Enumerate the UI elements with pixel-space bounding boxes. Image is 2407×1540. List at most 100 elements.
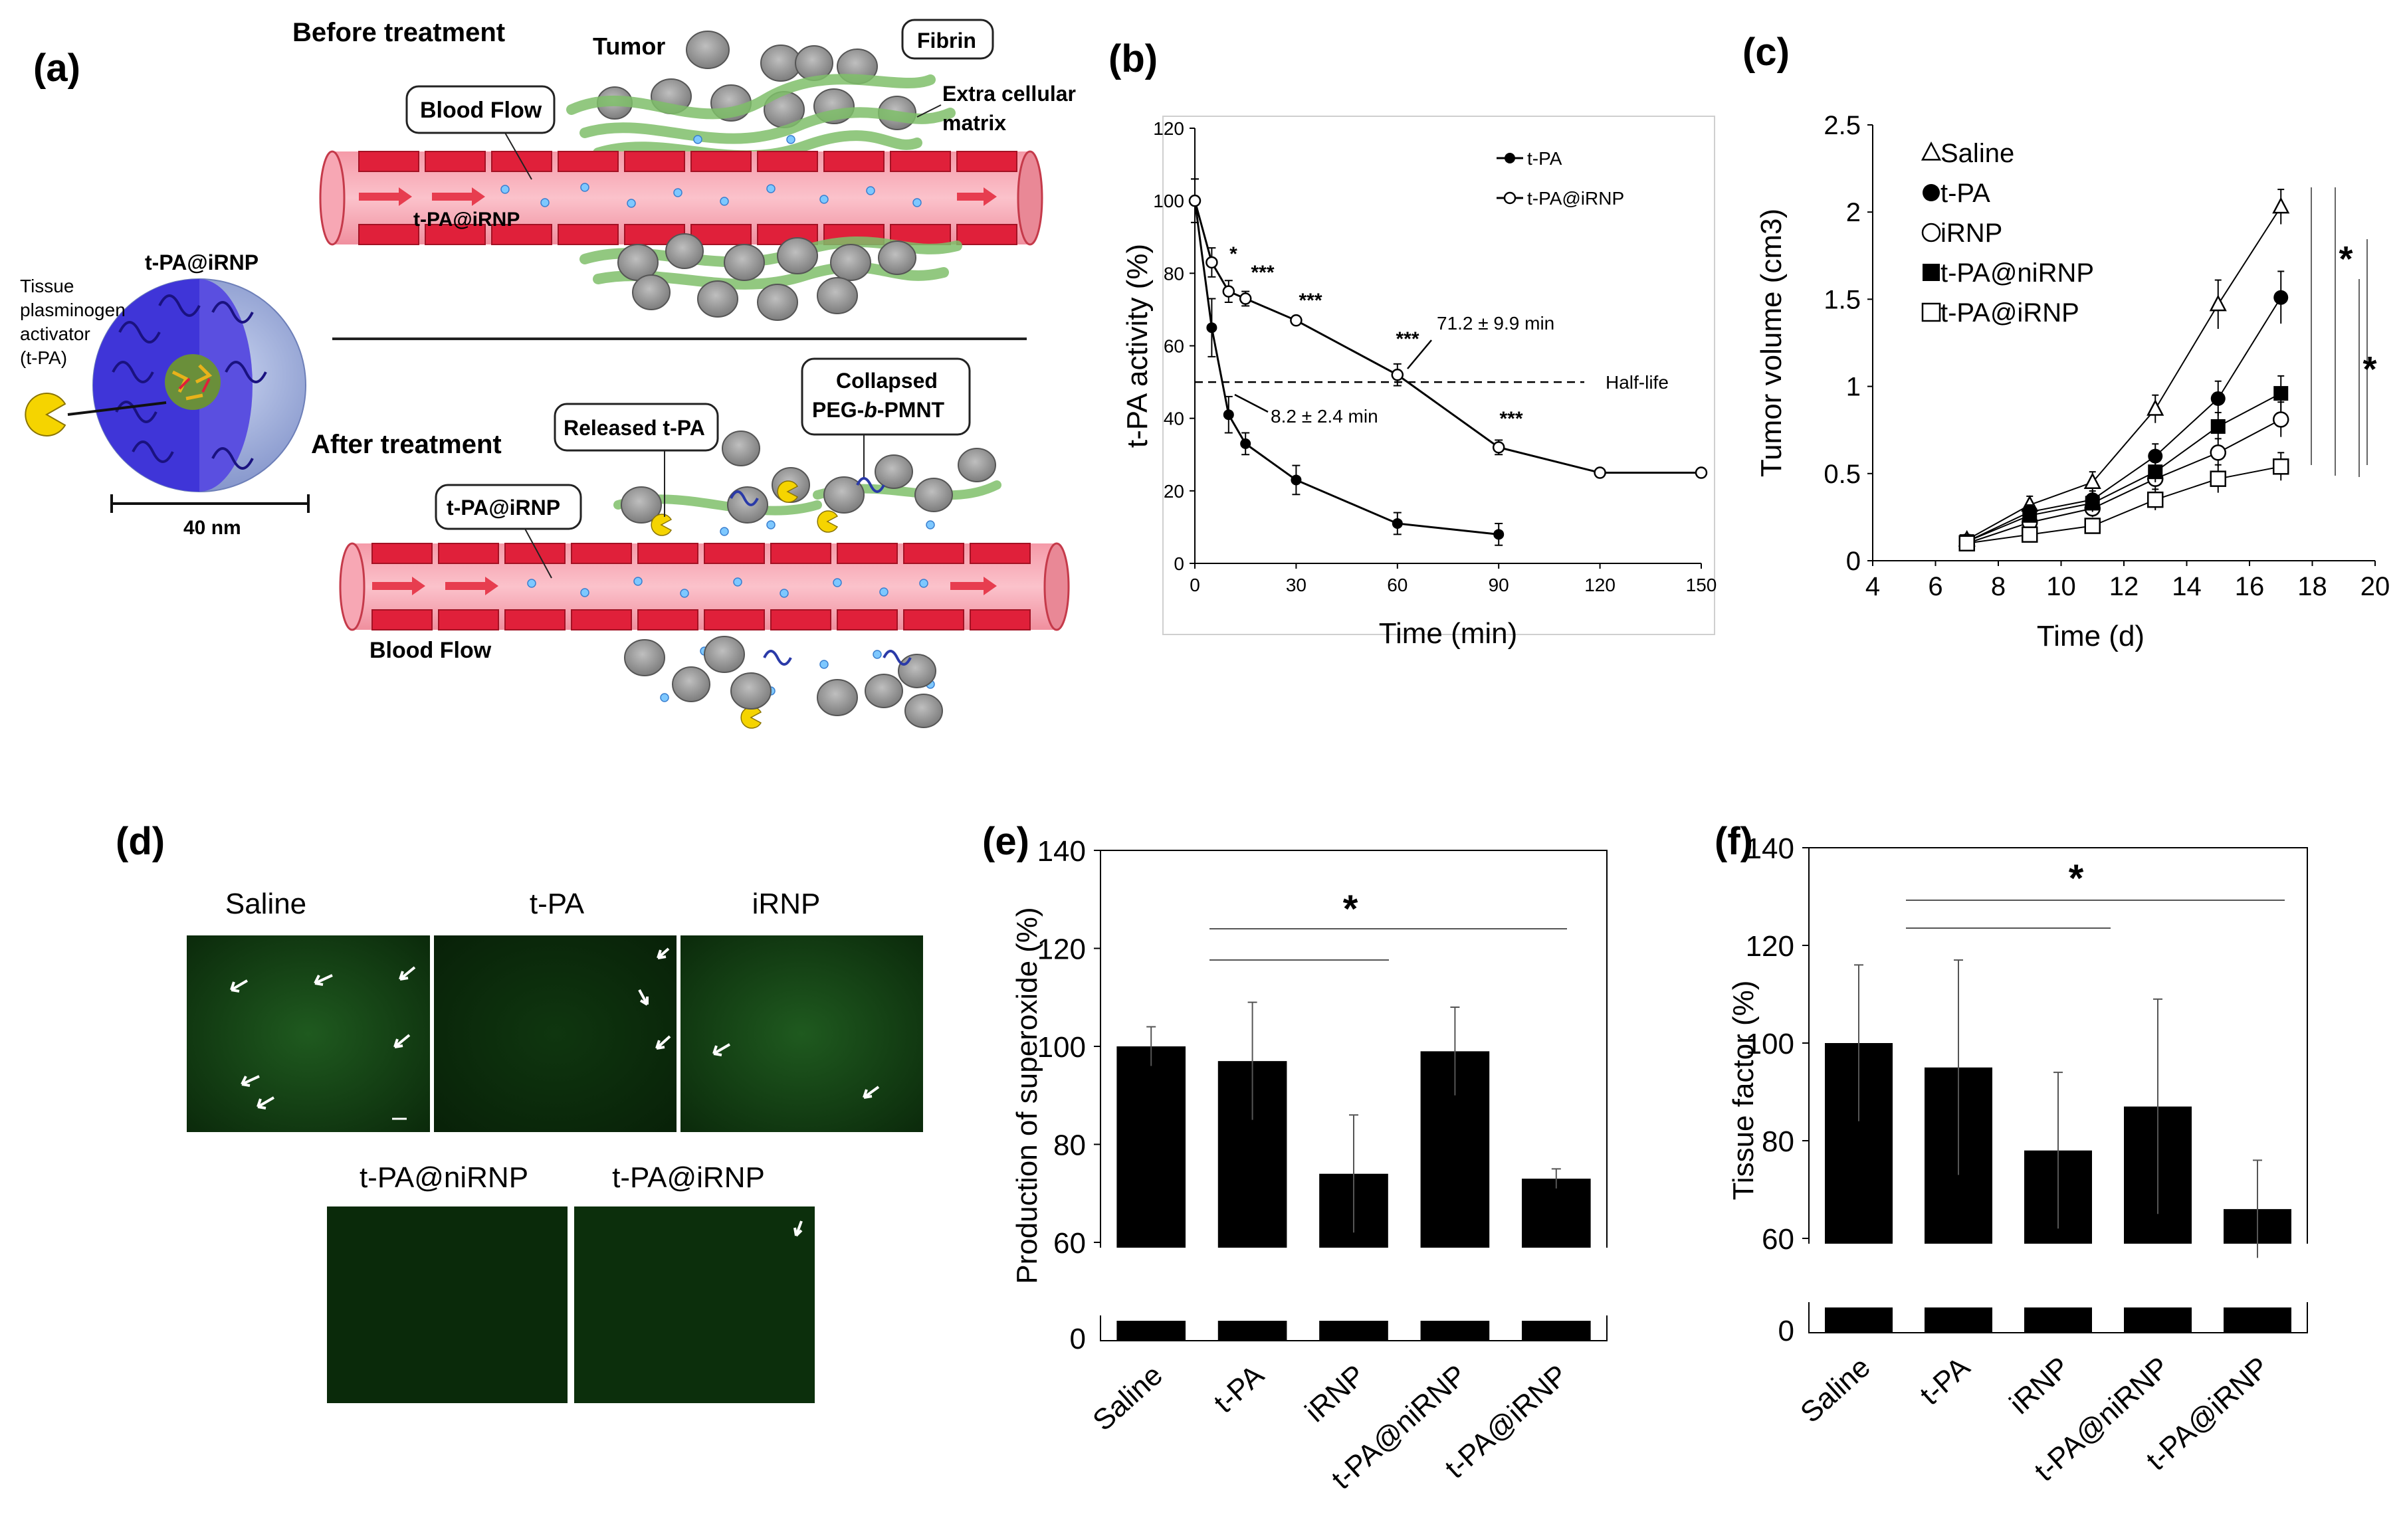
y-tick-label: 60 [1762,1223,1794,1256]
series-line-t-PA [1194,200,1499,535]
category-label: iRNP [1299,1359,1372,1428]
blood-vessel-bottom [339,520,1070,702]
tumor-cells-after-bottom [624,636,943,728]
y-tick-label: 120 [1037,933,1086,966]
data-point [2272,197,2290,214]
significance-star: *** [1499,408,1522,430]
tpa-irnp-box-label: t-PA@iRNP [447,496,560,520]
nanoparticle-title: t-PA@iRNP [145,250,259,274]
legend-marker [1505,153,1515,163]
x-tick-label: 12 [2109,572,2139,601]
panel-label-f: (f) [1715,820,1753,863]
data-point [2210,419,2226,434]
vessel-tpa-irnp-label: t-PA@iRNP [413,209,520,231]
tumor-label: Tumor [593,33,665,60]
bar [1116,1046,1186,1248]
data-point [2210,470,2226,487]
micro-image-tpa-irnp [574,1206,815,1403]
series-line-t-PA@iRNP [1194,200,1701,474]
legend-marker [1921,302,1941,322]
tpa-irnp-box [435,484,582,530]
data-point [2147,491,2164,508]
x-tick-label: 20 [2360,572,2390,601]
legend-marker [1503,191,1517,205]
y-tick-label: 40 [1164,409,1184,429]
data-point [2273,290,2289,305]
y-tick-label: 0 [1778,1315,1794,1347]
bar-base [1217,1321,1287,1341]
significance-star: *** [1396,328,1419,350]
blood-flow-label: Blood Flow [420,98,542,123]
fibrin-fibers-top [566,74,956,161]
data-point [1492,441,1505,454]
microscopy-panel: Saline t-PA iRNP t-PA@niRNP t-PA@iRNP [187,888,923,1403]
category-label: t-PA [1914,1351,1976,1412]
legend-entry: t-PA@niRNP [1940,258,2094,288]
legend-entry: t-PA@iRNP [1940,298,2079,328]
tumor-cells-top [597,31,916,130]
bar-base [1825,1307,1893,1333]
tissue-label-2: plasminogen [20,300,126,320]
data-point [1205,256,1218,269]
y-tick-label: 0.5 [1824,460,1861,489]
data-point [2022,508,2038,523]
significance-star: * [1229,243,1237,265]
micro-label-tpa-irnp: t-PA@iRNP [612,1161,765,1194]
plot-frame [1162,116,1715,635]
micro-label-irnp: iRNP [752,888,821,920]
micro-image-saline [187,935,430,1132]
data-point [1239,292,1252,305]
fibrin-label: Fibrin [917,29,976,52]
micro-label-tpa: t-PA [530,888,585,920]
legend-marker [1921,142,1942,161]
y-tick-label: 140 [1746,832,1794,865]
data-point [1391,368,1404,381]
data-point [2210,444,2226,461]
panel-label-c: (c) [1742,31,1790,74]
legend-entry: t-PA [1527,148,1562,169]
data-point [1695,466,1708,479]
before-treatment-title: Before treatment [292,18,505,47]
y-tick-label: 120 [1746,930,1794,963]
micro-label-tpa-nirnp: t-PA@niRNP [360,1161,528,1194]
axis-break-gap [1806,1244,2310,1302]
data-point [2273,458,2289,475]
data-point [2022,526,2038,543]
x-tick-label: 6 [1928,572,1942,601]
data-point [2210,391,2226,406]
annotation-irnp: 71.2 ± 9.9 min [1437,313,1554,334]
data-point [2273,411,2289,428]
x-tick-label: 10 [2046,572,2076,601]
annotation-arrow [1407,339,1432,369]
x-tick-label: 150 [1686,575,1717,595]
x-axis-title: Time (d) [2037,620,2145,652]
y-tick-label: 140 [1037,835,1086,868]
blood-flow-bottom-label: Blood Flow [369,638,492,663]
ecm-label-line2: matrix [942,111,1006,135]
legend-entry: Saline [1940,139,2014,168]
legend-marker [1921,223,1941,242]
bar-base [2224,1307,2291,1333]
released-tpa-label: Released t-PA [564,416,705,440]
y-axis-title: t-PA activity (%) [1121,244,1154,448]
x-axis-title: Time (min) [1379,617,1518,650]
data-point [1240,438,1251,449]
legend-marker [1923,264,1940,281]
data-point [1206,322,1217,334]
y-tick-label: 0 [1846,547,1861,576]
data-point [1222,285,1235,298]
legend-entry: t-PA [1940,179,1990,208]
y-tick-label: 100 [1037,1031,1086,1064]
y-tick-label: 2.5 [1824,111,1861,140]
tissue-label-3: activator [20,324,90,344]
data-point [2146,399,2164,416]
data-point [2084,518,2101,534]
released-tpa-box [554,403,719,452]
data-point [1594,466,1606,479]
bar-base [1319,1321,1388,1341]
after-treatment-title: After treatment [311,430,502,459]
bar-base [2024,1307,2092,1333]
ecm-label-line1: Extra cellular [942,82,1076,106]
y-tick-label: 60 [1053,1227,1086,1260]
